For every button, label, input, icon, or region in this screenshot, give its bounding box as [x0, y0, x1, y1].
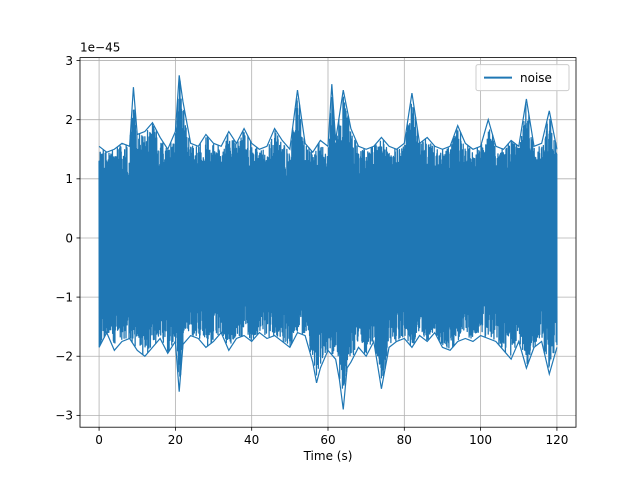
legend-label-noise: noise: [520, 71, 552, 85]
y-tick-label-6: 3: [65, 54, 73, 68]
x-tick-label-6: 120: [545, 433, 568, 447]
x-tick-label-2: 40: [244, 433, 259, 447]
series-envelope-upper-noise: [98, 75, 558, 154]
y-tick-label-3: 0: [65, 231, 73, 245]
x-tick-label-1: 20: [168, 433, 183, 447]
series-line-noise: [98, 80, 558, 389]
legend: noise: [475, 64, 570, 92]
y-tick-label-5: 2: [65, 113, 73, 127]
y-tick-label-0: −3: [55, 409, 73, 423]
y-tick-label-1: −2: [55, 350, 73, 364]
tick-layer: 0 20 40 60 80 100 120 −3 −2 −1 0 1 2 3: [55, 54, 568, 447]
y-axis-scale-label: 1e−45: [80, 41, 120, 55]
x-axis-label: Time (s): [303, 449, 353, 463]
data-layer: [98, 75, 558, 410]
x-tick-label-4: 80: [397, 433, 412, 447]
series-envelope-lower-noise: [98, 331, 558, 410]
x-tick-label-5: 100: [469, 433, 492, 447]
x-tick-label-0: 0: [95, 433, 103, 447]
y-tick-label-4: 1: [65, 172, 73, 186]
y-tick-label-2: −1: [55, 290, 73, 304]
x-tick-label-3: 60: [320, 433, 335, 447]
legend-box: [475, 64, 570, 92]
